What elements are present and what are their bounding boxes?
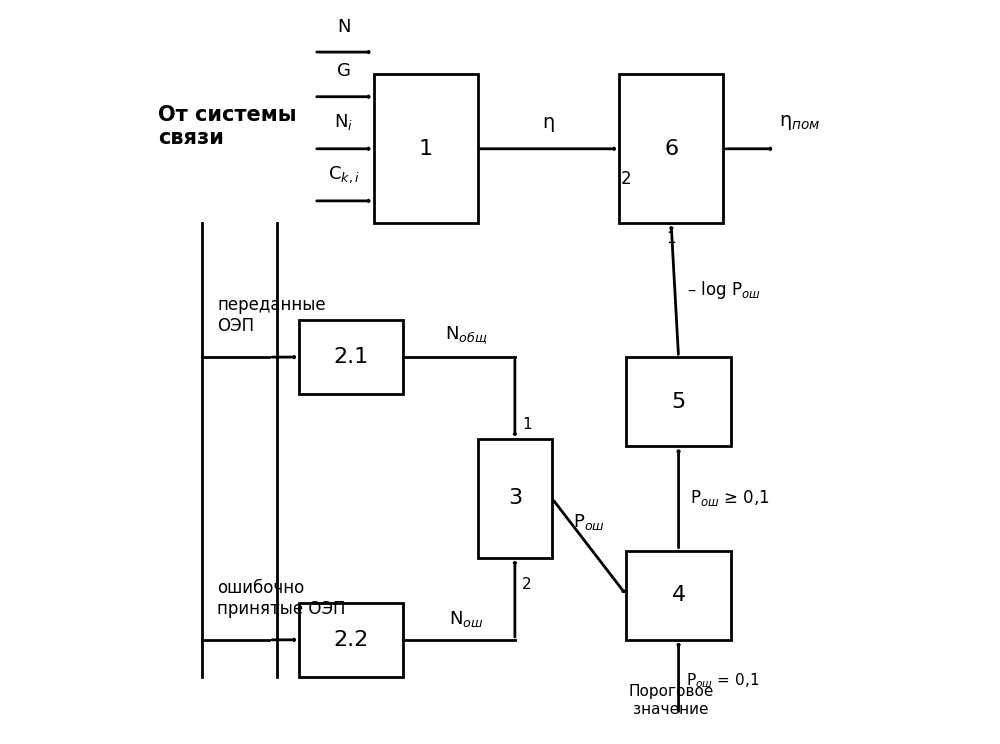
Text: 5: 5	[671, 392, 686, 411]
Text: 2.2: 2.2	[334, 630, 369, 650]
Text: Пороговое
значение: Пороговое значение	[628, 684, 714, 717]
Text: 6: 6	[664, 139, 678, 158]
Text: 2: 2	[621, 170, 632, 187]
FancyBboxPatch shape	[478, 439, 552, 558]
Text: переданные
ОЭП: переданные ОЭП	[217, 296, 326, 335]
Text: 2.1: 2.1	[334, 347, 369, 367]
Text: 4: 4	[671, 586, 686, 605]
FancyBboxPatch shape	[626, 551, 731, 640]
FancyBboxPatch shape	[299, 320, 403, 394]
Text: G: G	[337, 62, 351, 80]
Text: N$_{общ}$: N$_{общ}$	[445, 324, 488, 346]
Text: P$_{ош}$: P$_{ош}$	[573, 512, 605, 532]
Text: – log P$_{ош}$: – log P$_{ош}$	[687, 279, 761, 301]
FancyBboxPatch shape	[299, 603, 403, 677]
Text: N$_i$: N$_i$	[334, 112, 353, 132]
Text: 1: 1	[666, 231, 676, 246]
Text: N: N	[337, 18, 351, 36]
FancyBboxPatch shape	[374, 74, 478, 223]
FancyBboxPatch shape	[626, 357, 731, 446]
Text: N$_{ош}$: N$_{ош}$	[449, 609, 484, 629]
Text: От системы
связи: От системы связи	[158, 105, 296, 148]
Text: η$_{пом}$: η$_{пом}$	[779, 113, 821, 132]
Text: 3: 3	[508, 489, 522, 508]
Text: 1: 1	[522, 417, 532, 432]
FancyBboxPatch shape	[619, 74, 723, 223]
Text: 2: 2	[522, 577, 532, 591]
Text: P$_{ош}$ ≥ 0,1: P$_{ош}$ ≥ 0,1	[690, 489, 770, 508]
Text: 1: 1	[419, 139, 433, 158]
Text: η: η	[542, 113, 554, 132]
Text: C$_{k,i}$: C$_{k,i}$	[328, 164, 360, 185]
Text: P$_{ош}$ = 0,1: P$_{ош}$ = 0,1	[686, 671, 759, 690]
Text: ошибочно
принятые ОЭП: ошибочно принятые ОЭП	[217, 579, 346, 618]
